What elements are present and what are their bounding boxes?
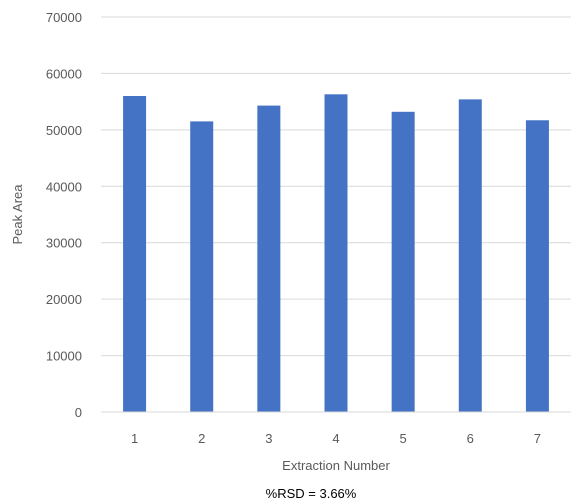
y-tick-label: 60000	[46, 66, 82, 81]
y-tick-label: 20000	[46, 292, 82, 307]
bar	[458, 99, 482, 412]
x-tick-label: 2	[198, 431, 205, 446]
x-tick-label: 1	[131, 431, 138, 446]
y-axis-title: Peak Area	[10, 184, 25, 245]
x-axis-title: Extraction Number	[282, 458, 390, 473]
bar	[190, 121, 214, 413]
x-tick-labels: 1 2 3 4 5 6 7	[131, 431, 541, 446]
bar	[324, 94, 348, 413]
x-tick-label: 5	[400, 431, 407, 446]
rsd-annotation: %RSD = 3.66%	[266, 486, 357, 501]
bar	[391, 111, 415, 413]
bar	[123, 96, 147, 412]
y-tick-label: 40000	[46, 179, 82, 194]
x-tick-label: 4	[332, 431, 339, 446]
bars	[123, 94, 549, 413]
y-tick-labels: 0 10000 20000 30000 40000 50000 60000 70000	[46, 10, 82, 420]
x-tick-label: 6	[467, 431, 474, 446]
y-tick-label: 70000	[46, 10, 82, 25]
x-tick-label: 7	[534, 431, 541, 446]
y-tick-label: 10000	[46, 349, 82, 364]
y-tick-label: 0	[75, 405, 82, 420]
x-tick-label: 3	[265, 431, 272, 446]
y-tick-label: 30000	[46, 236, 82, 251]
y-tick-label: 50000	[46, 123, 82, 138]
bar	[525, 120, 549, 412]
bar	[257, 105, 281, 412]
